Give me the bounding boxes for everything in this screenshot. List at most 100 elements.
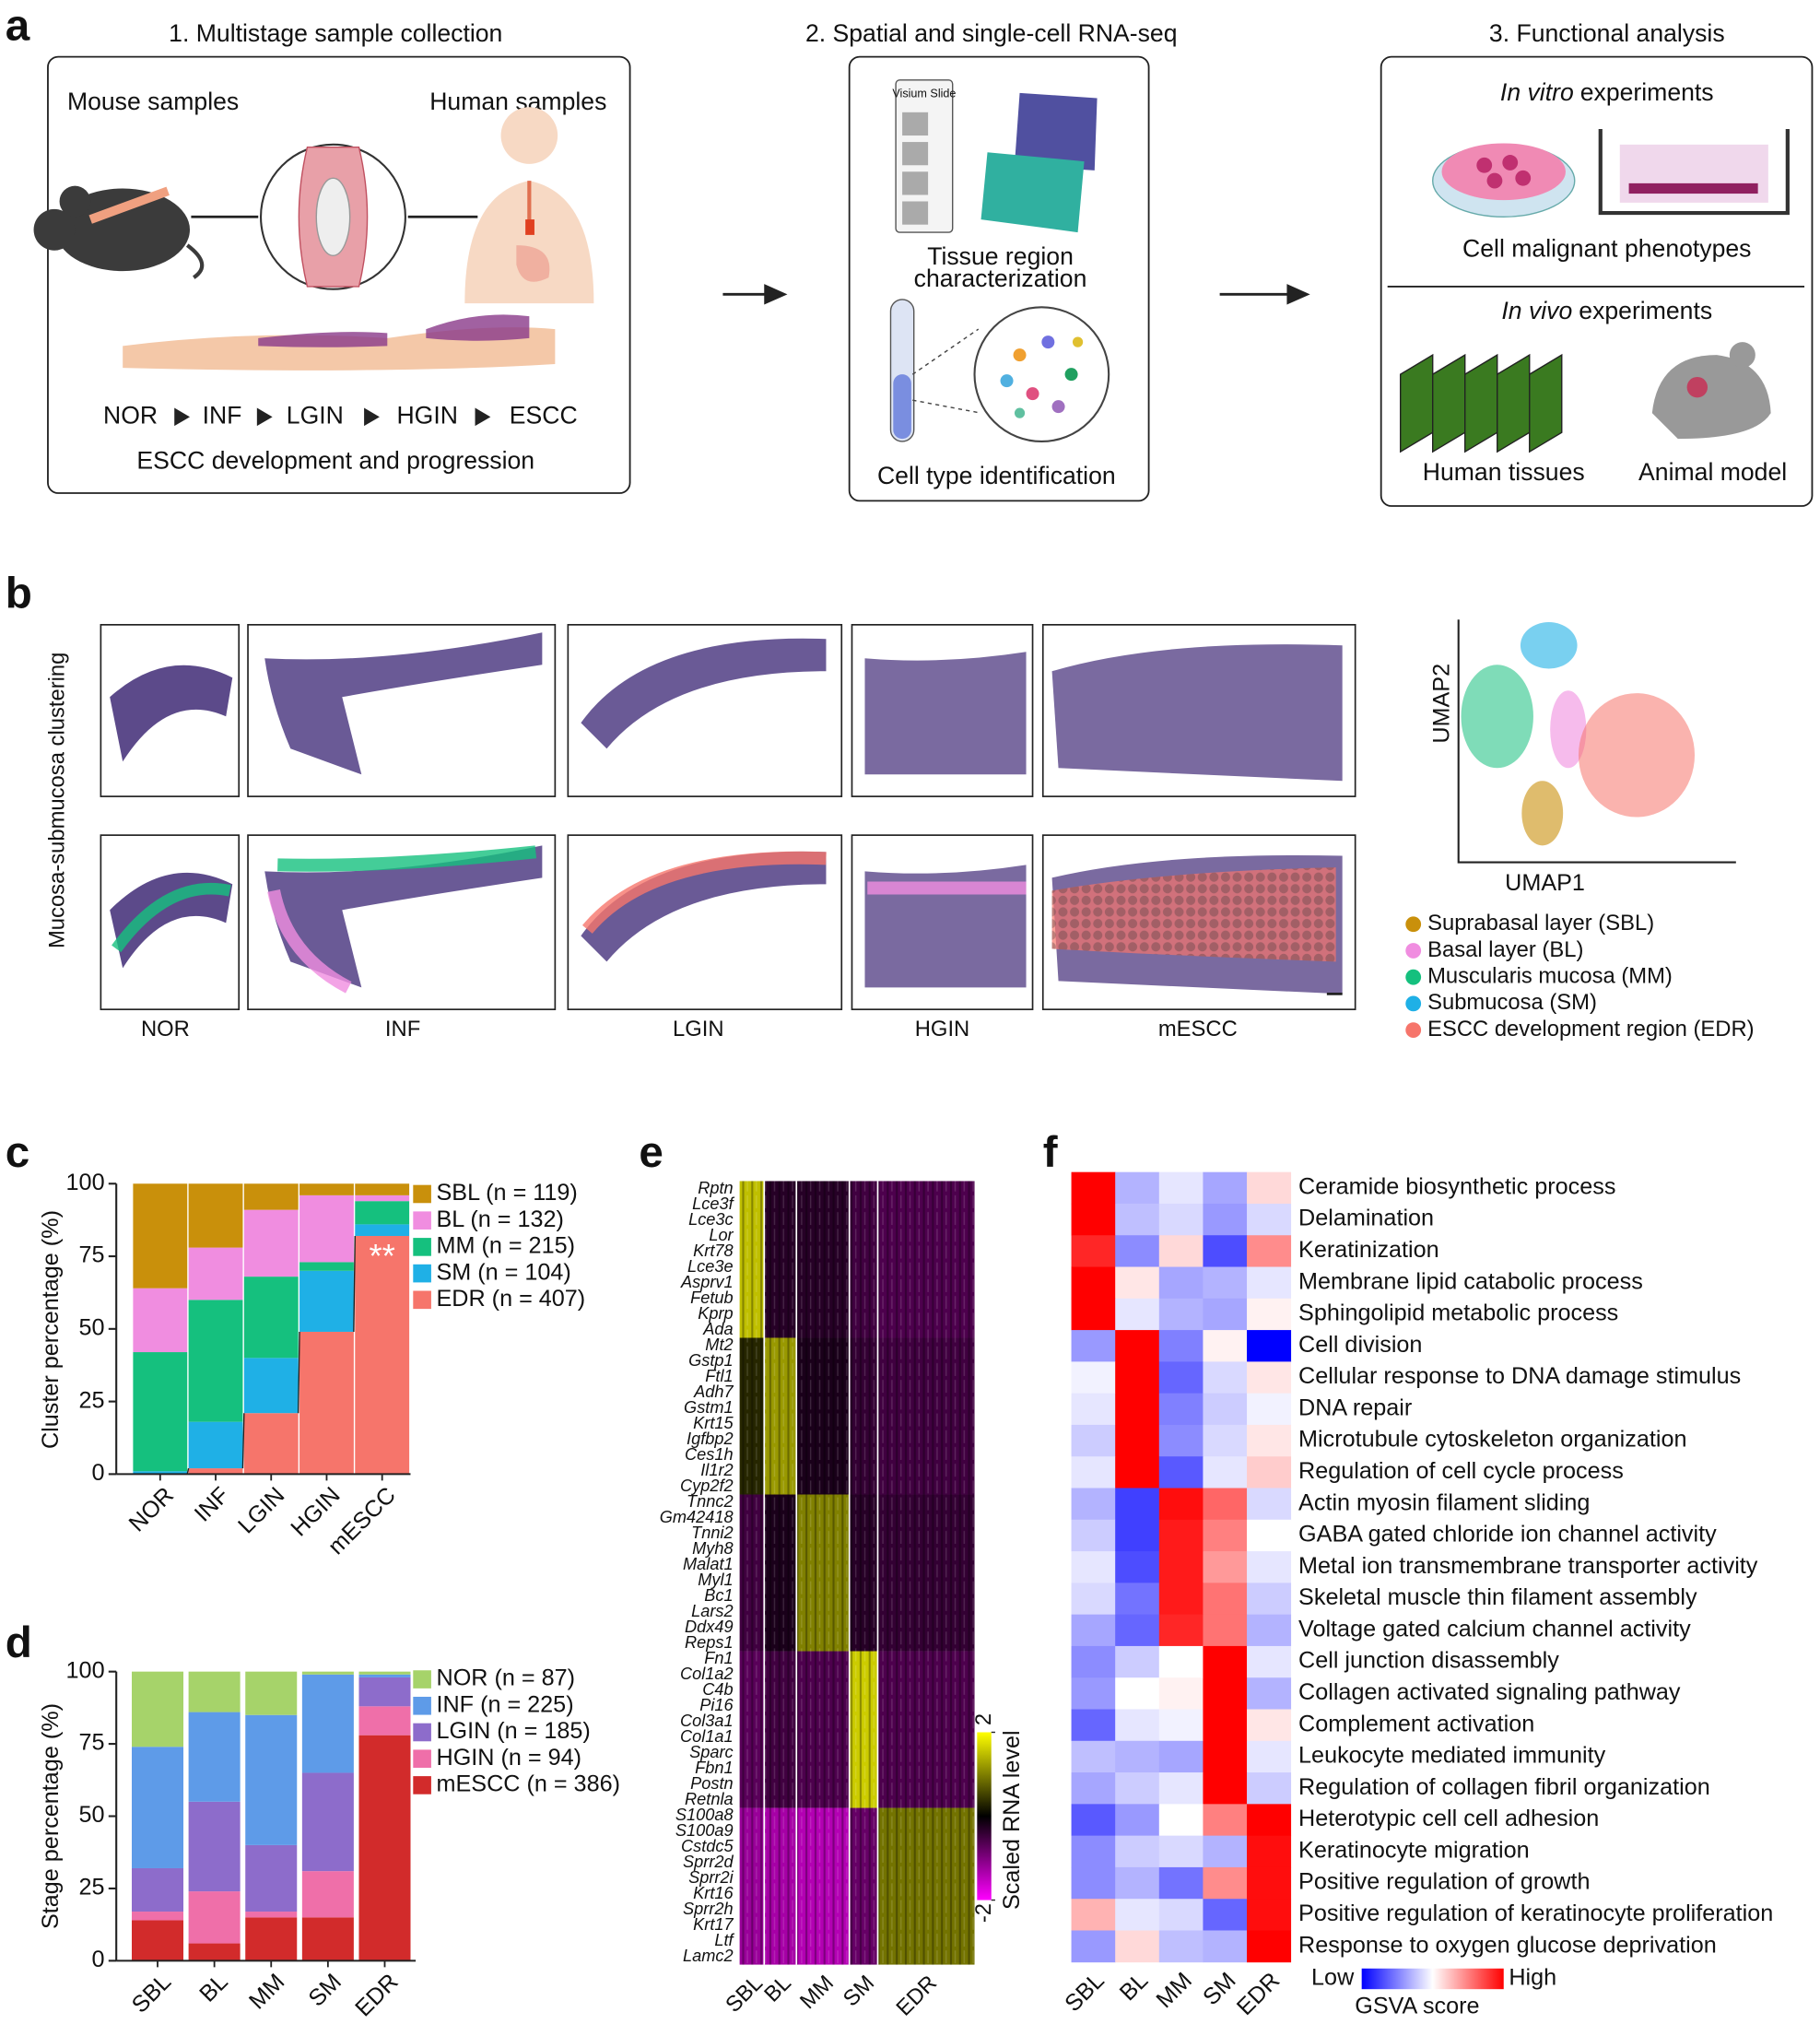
legend-marker <box>1405 1022 1422 1039</box>
gene-label: Gm42418 <box>660 1508 734 1526</box>
legend-label: mESCC (n = 386) <box>437 1771 620 1797</box>
italic-label: In vitro <box>1500 78 1574 106</box>
gene-label: Myh8 <box>692 1539 734 1558</box>
heatmap-cell <box>1115 1614 1160 1647</box>
legend-swatch <box>413 1238 431 1256</box>
colorbar-label: Low <box>1311 1965 1355 1991</box>
bar-segment <box>133 1288 188 1353</box>
heatmap-cell <box>1203 1235 1248 1267</box>
colorbar-label: High <box>1509 1965 1556 1991</box>
heatmap-cell <box>1071 1930 1116 1963</box>
heatmap-cell <box>1247 1772 1292 1805</box>
bar-segment <box>355 1235 410 1475</box>
x-tick-label: BL <box>194 1969 233 2007</box>
x-tick-label: NOR <box>124 1482 179 1536</box>
bar-segment <box>133 1471 188 1475</box>
heatmap-cell <box>1247 1203 1292 1236</box>
label: Visium Slide <box>892 88 956 100</box>
row-label: Skeletal muscle thin filament assembly <box>1298 1584 1697 1610</box>
x-tick-label: SBL <box>127 1969 176 2018</box>
y-tick-label: 50 <box>79 1314 105 1340</box>
heatmap-cell <box>1158 1551 1204 1583</box>
legend-swatch <box>413 1290 431 1310</box>
heatmap-cell <box>1203 1899 1248 1931</box>
bar-segment <box>245 1844 298 1912</box>
annotation: ** <box>370 1237 395 1275</box>
axis-label: Cluster percentage (%) <box>38 1210 64 1449</box>
heatmap-cell <box>1158 1361 1204 1394</box>
heatmap-cell <box>1071 1772 1116 1805</box>
gene-label: Ces1h <box>685 1445 734 1464</box>
heatmap-cell <box>1071 1488 1116 1521</box>
row-label: Membrane lipid catabolic process <box>1298 1268 1643 1294</box>
heatmap-cell <box>1158 1203 1204 1236</box>
arrowhead <box>364 407 380 427</box>
heatmap-cell <box>1115 1519 1160 1552</box>
axis-label: UMAP2 <box>1429 664 1455 744</box>
heatmap-cell <box>1247 1551 1292 1583</box>
heatmap-cell <box>1203 1772 1248 1805</box>
gene-label: Retnla <box>685 1790 734 1808</box>
column-label: SM <box>839 1971 879 2011</box>
label: Tissue region <box>927 242 1074 270</box>
y-tick-label: 75 <box>79 1730 105 1756</box>
bar-segment <box>299 1331 354 1475</box>
arrowhead <box>174 407 191 427</box>
bar-segment <box>188 1891 241 1944</box>
gene-label: S100a9 <box>675 1821 734 1840</box>
colorbar-label: Scaled RNA level <box>999 1730 1025 1910</box>
heatmap-cell <box>1071 1866 1116 1900</box>
bar-segment <box>301 1871 354 1918</box>
heatmap-cell <box>1203 1488 1248 1521</box>
legend-label: Basal layer (BL) <box>1427 937 1583 962</box>
gene-label: Ada <box>702 1320 733 1338</box>
heatmap-cell <box>1203 1835 1248 1868</box>
gene-label: Lce3e <box>687 1257 734 1276</box>
bar-segment <box>245 1714 298 1845</box>
bar-segment <box>358 1674 411 1677</box>
heatmap-cell <box>1071 1424 1116 1457</box>
legend: Suprabasal layer (SBL)Basal layer (BL)Mu… <box>1405 911 1755 1041</box>
panel-label: b <box>6 570 32 618</box>
connector <box>353 1235 356 1332</box>
label: experiments <box>1580 78 1714 106</box>
heatmap-cell <box>1203 1203 1248 1236</box>
gene-label: Malat1 <box>683 1555 734 1573</box>
gene-label: Tnni2 <box>691 1524 734 1542</box>
legend-marker <box>1405 916 1422 933</box>
heatmap-cell <box>1115 1677 1160 1710</box>
heatmap-cell <box>1203 1614 1248 1647</box>
legend-marker <box>1405 995 1422 1012</box>
bar-segment <box>301 1772 354 1872</box>
step-box <box>47 55 631 494</box>
heatmap-cell <box>1247 1456 1292 1489</box>
heatmap-cell <box>1115 1835 1160 1868</box>
row-label: Positive regulation of growth <box>1298 1869 1590 1895</box>
gene-label: C4b <box>702 1680 733 1699</box>
stage: LGIN <box>287 401 344 429</box>
column-label: MM <box>795 1971 839 2014</box>
arrowhead <box>1286 284 1310 305</box>
row-label: Cellular response to DNA damage stimulus <box>1298 1363 1741 1389</box>
heatmap-cell <box>1203 1393 1248 1426</box>
bar-segment <box>188 1671 241 1712</box>
italic-label: In vivo <box>1501 297 1572 324</box>
row-label: Heterotypic cell cell adhesion <box>1298 1806 1599 1831</box>
heatmap-cell <box>1247 1519 1292 1552</box>
heatmap-cell <box>1247 1677 1292 1710</box>
heatmap-cell <box>1158 1677 1204 1710</box>
row-label: Cell division <box>1298 1332 1422 1358</box>
row-label: Complement activation <box>1298 1711 1534 1736</box>
heatmap-cell <box>1158 1645 1204 1678</box>
heatmap-cell <box>1247 1583 1292 1616</box>
gene-label: Krt15 <box>693 1414 734 1432</box>
heatmap-cell <box>1071 1804 1116 1837</box>
heatmap-cell <box>1158 1614 1204 1647</box>
bar-segment <box>188 1712 241 1802</box>
axis-label: UMAP1 <box>1505 870 1585 896</box>
column-label: BL <box>1115 1968 1154 2006</box>
bar-segment <box>299 1270 354 1332</box>
panel-label: e <box>639 1128 663 1177</box>
legend-label: EDR (n = 407) <box>437 1286 586 1312</box>
row-label: Keratinization <box>1298 1237 1439 1263</box>
